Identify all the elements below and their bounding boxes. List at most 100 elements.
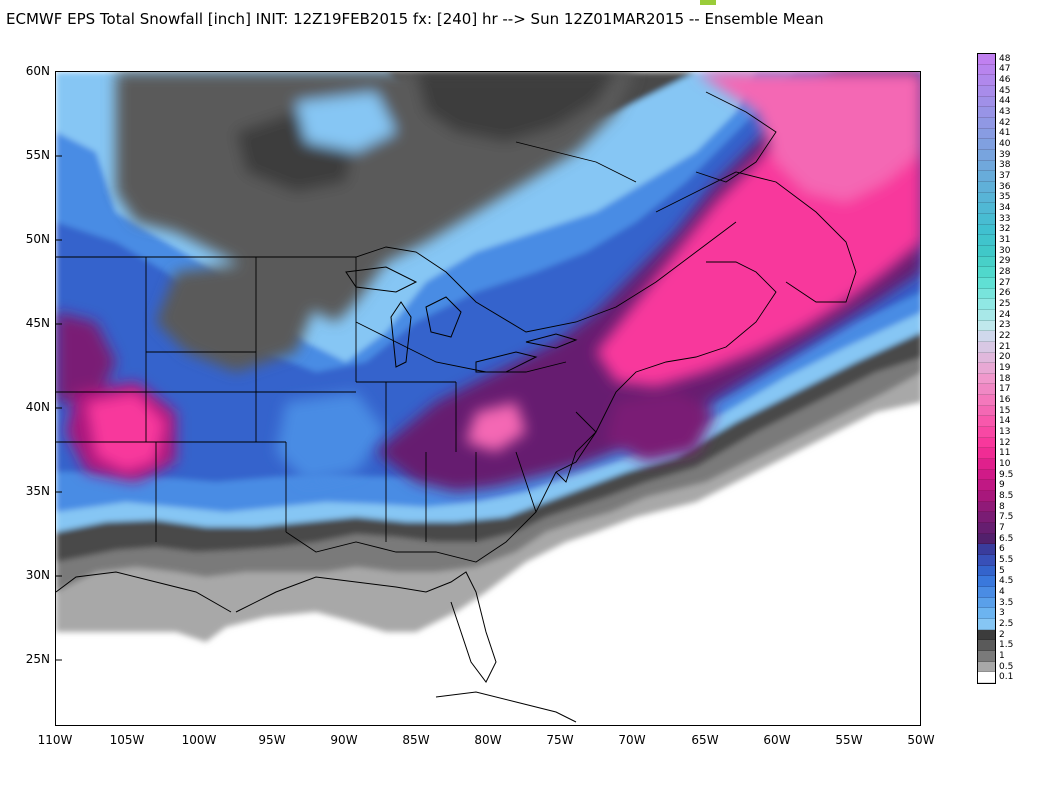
colorbar-cell [978, 416, 995, 428]
colorbar-cell [978, 277, 995, 289]
colorbar-level-label: 6.5 [999, 533, 1014, 544]
lat-label-45n: 45N [25, 316, 50, 330]
colorbar-level-label: 0.1 [999, 672, 1014, 683]
colorbar-cell [978, 373, 995, 385]
colorbar-level-label: 45 [999, 85, 1011, 96]
lon-label-60w: 60W [763, 733, 791, 747]
colorbar-level-label: 40 [999, 139, 1011, 150]
lon-label-75w: 75W [546, 733, 574, 747]
snowfall-map-canvas [56, 72, 920, 725]
snowfall-colorbar [977, 53, 996, 684]
colorbar-cell [978, 117, 995, 129]
lat-label-35n: 35N [25, 484, 50, 498]
colorbar-cell [978, 629, 995, 641]
colorbar-cell [978, 309, 995, 321]
colorbar-level-label: 7.5 [999, 512, 1014, 523]
colorbar-level-label: 48 [999, 53, 1011, 64]
colorbar-cell [978, 64, 995, 76]
colorbar-cell [978, 160, 995, 172]
colorbar-level-label: 6 [999, 544, 1005, 555]
lon-label-90w: 90W [330, 733, 358, 747]
colorbar-cell [978, 491, 995, 502]
colorbar-level-label: 4.5 [999, 576, 1014, 587]
colorbar-cell [978, 619, 995, 630]
colorbar-cell [978, 85, 995, 97]
colorbar-level-label: 11 [999, 448, 1011, 459]
colorbar-cell [978, 192, 995, 204]
colorbar-cell [978, 256, 995, 268]
lon-label-95w: 95W [258, 733, 286, 747]
colorbar-level-label: 23 [999, 320, 1011, 331]
colorbar-level-label: 3 [999, 608, 1005, 619]
colorbar-cell [978, 235, 995, 246]
colorbar-cell [978, 128, 995, 140]
lon-label-70w: 70W [618, 733, 646, 747]
colorbar-cell [978, 640, 995, 651]
lon-label-100w: 100W [181, 733, 217, 747]
lon-label-80w: 80W [474, 733, 502, 747]
colorbar-cell [978, 576, 995, 588]
colorbar-level-label: 35 [999, 192, 1011, 203]
colorbar-level-label: 21 [999, 341, 1011, 352]
colorbar-cell [978, 544, 995, 556]
colorbar-level-label: 27 [999, 277, 1011, 288]
colorbar-level-label: 19 [999, 363, 1011, 373]
colorbar-cell [978, 512, 995, 524]
colorbar-cell [978, 448, 995, 460]
colorbar-level-label: 26 [999, 288, 1011, 299]
colorbar-cell [978, 405, 995, 417]
colorbar-cell [978, 587, 995, 598]
lat-label-50n: 50N [25, 232, 50, 246]
lat-label-40n: 40N [25, 400, 50, 414]
colorbar-level-label: 46 [999, 75, 1011, 86]
colorbar-level-label: 0.5 [999, 661, 1014, 672]
colorbar-level-label: 8 [999, 501, 1005, 512]
colorbar-level-label: 5.5 [999, 554, 1014, 565]
top-tab-marker [700, 0, 716, 5]
colorbar-level-label: 38 [999, 160, 1011, 171]
colorbar-cell [978, 54, 995, 65]
colorbar-level-label: 41 [999, 128, 1011, 139]
colorbar-level-label: 44 [999, 96, 1011, 107]
colorbar-cell [978, 651, 995, 662]
colorbar-level-label: 4 [999, 586, 1005, 597]
colorbar-cell [978, 459, 995, 470]
colorbar-cell [978, 341, 995, 353]
northern-gray-areas [116, 72, 636, 482]
colorbar-cell [978, 523, 995, 534]
lat-label-55n: 55N [25, 148, 50, 162]
colorbar-cell [978, 267, 995, 278]
colorbar-cell [978, 139, 995, 150]
colorbar-level-label: 31 [999, 235, 1011, 246]
colorbar-cell [978, 555, 995, 566]
colorbar-level-label: 2.5 [999, 618, 1014, 629]
colorbar-level-label: 25 [999, 299, 1011, 310]
colorbar-cell [978, 107, 995, 118]
colorbar-level-label: 36 [999, 181, 1011, 192]
colorbar-level-label: 28 [999, 267, 1011, 278]
colorbar-cell [978, 565, 995, 577]
colorbar-cell [978, 213, 995, 225]
colorbar-cell [978, 480, 995, 492]
map-title: ECMWF EPS Total Snowfall [inch] INIT: 12… [6, 10, 824, 28]
colorbar-cell [978, 437, 995, 449]
colorbar-level-label: 2 [999, 629, 1005, 640]
lon-label-55w: 55W [835, 733, 863, 747]
colorbar-cell [978, 608, 995, 620]
colorbar-level-label: 22 [999, 331, 1011, 342]
colorbar-level-label: 39 [999, 149, 1011, 160]
lon-label-50w: 50W [907, 733, 935, 747]
colorbar-cell [978, 363, 995, 374]
snowfall-map [55, 71, 921, 726]
colorbar-cell [978, 245, 995, 257]
lon-label-105w: 105W [109, 733, 145, 747]
colorbar-cell [978, 384, 995, 396]
colorbar-level-label: 33 [999, 213, 1011, 224]
colorbar-cell [978, 96, 995, 108]
colorbar-cell [978, 501, 995, 513]
gulf-coastline [56, 571, 577, 723]
colorbar-level-label: 7 [999, 522, 1005, 533]
colorbar-level-label: 10 [999, 458, 1011, 469]
colorbar-level-label: 18 [999, 373, 1011, 384]
colorbar-cell [978, 352, 995, 364]
